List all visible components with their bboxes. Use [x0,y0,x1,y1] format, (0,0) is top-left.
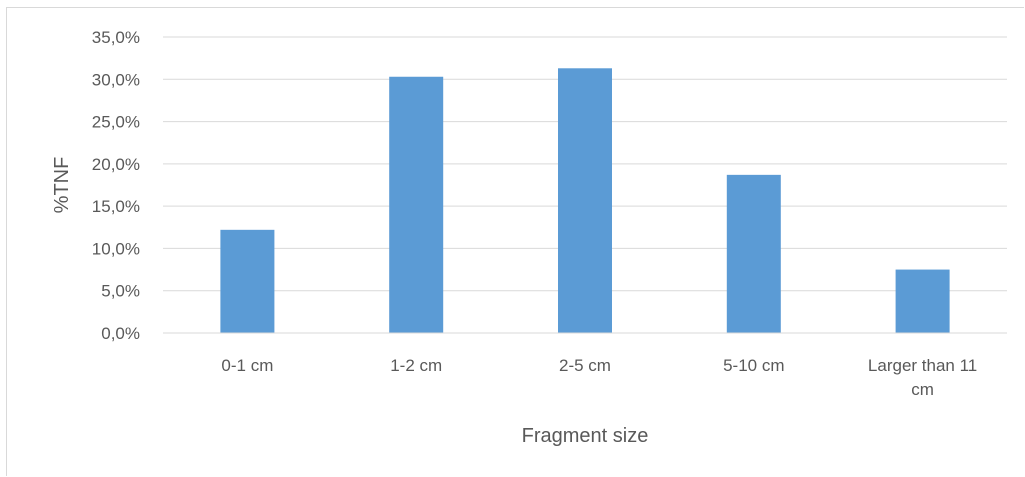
x-tick-label: Larger than 11 cm [868,356,977,399]
bars [220,68,950,334]
y-tick-label: 10,0% [92,239,140,258]
bar [389,76,444,334]
y-axis-ticks: 0,0% 5,0% 10,0% 15,0% 20,0% 25,0% 30,0% 35,0% [92,28,140,343]
y-tick-label: 15,0% [92,197,140,216]
y-tick-label: 35,0% [92,28,140,47]
y-tick-label: 0,0% [101,324,140,343]
y-tick-label: 25,0% [92,113,140,132]
x-tick-label: 5-10 cm [723,356,784,375]
bar [895,269,950,333]
bar [558,68,612,333]
y-tick-label: 5,0% [101,282,140,301]
chart-frame [6,7,1024,476]
y-tick-label: 30,0% [92,70,140,89]
y-axis-title: %TNF [51,157,73,214]
x-tick-label: 1-2 cm [390,356,442,375]
x-tick-label: 2-5 cm [559,356,611,375]
x-axis-title: Fragment size [522,425,649,447]
bar [726,174,781,333]
x-axis-ticks: 0-1 cm 1-2 cm 2-5 cm 5-10 cm Larger than 11 c… [221,356,977,399]
y-tick-label: 20,0% [92,155,140,174]
x-tick-label: 0-1 cm [221,356,273,375]
bar [220,229,275,333]
